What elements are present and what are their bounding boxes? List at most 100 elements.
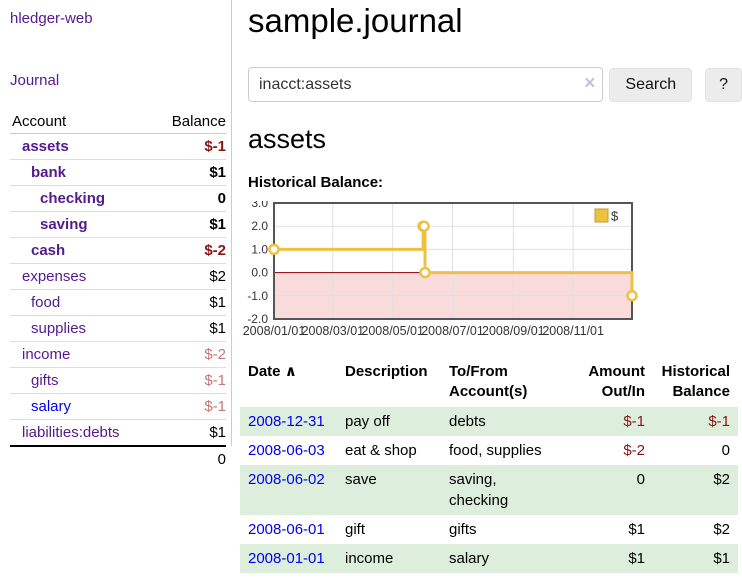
account-balance: $-2 xyxy=(154,341,226,368)
account-link-saving[interactable]: saving xyxy=(40,216,88,233)
account-row: income $-2 xyxy=(10,341,226,368)
help-button[interactable]: ? xyxy=(705,67,742,102)
account-link-gifts[interactable]: gifts xyxy=(31,372,59,389)
register-date-cell: 2008-12-31 xyxy=(240,407,337,436)
clear-search-icon[interactable]: × xyxy=(584,73,596,94)
transaction-date-link[interactable]: 2008-12-31 xyxy=(248,412,325,430)
col-amount: Amount Out/In xyxy=(588,363,645,401)
plot-border xyxy=(273,202,633,320)
account-balance: $2 xyxy=(154,263,226,290)
register-header-row: Date ∧ Description To/From Account(s) Am… xyxy=(240,358,738,407)
y-tick-label: -1.0 xyxy=(247,289,268,303)
accounts-col-account: Account xyxy=(10,110,155,134)
account-name-cell: cash xyxy=(10,237,155,264)
accounts-total-row: 0 xyxy=(10,445,226,472)
register-balance-cell: $1 xyxy=(713,549,730,567)
account-name-cell: saving xyxy=(10,211,155,238)
sidebar-item-journal[interactable]: Journal xyxy=(10,72,60,89)
register-description-cell: save xyxy=(345,470,377,488)
register-accounts-cell: debts xyxy=(449,412,486,430)
register-table: Date ∧ Description To/From Account(s) Am… xyxy=(240,358,738,573)
y-tick-label: -2.0 xyxy=(247,312,268,326)
register-amount-cell: $-2 xyxy=(623,441,645,459)
account-link-expenses[interactable]: expenses xyxy=(22,268,87,285)
accounts-total-spacer xyxy=(10,445,155,472)
col-accounts: To/From Account(s) xyxy=(449,363,528,401)
col-date[interactable]: Date ∧ xyxy=(248,363,297,380)
account-balance: $1 xyxy=(154,419,226,447)
register-description-cell: income xyxy=(345,549,394,567)
historical-balance-chart[interactable]: 3.0 2.0 1.0 0.0 -1.0 -2.0 2008/01/01 2008/03/01… xyxy=(240,201,742,341)
col-balance: Historical Balance xyxy=(661,363,730,401)
accounts-table-body: assets $-1 bank $1 checking 0 saving $1 cash $-2 e… xyxy=(10,133,226,447)
account-row: expenses $2 xyxy=(10,263,226,290)
account-balance: $1 xyxy=(154,211,226,238)
account-name-cell: salary xyxy=(10,393,155,420)
account-balance: $1 xyxy=(154,315,226,342)
account-name-cell: gifts xyxy=(10,367,155,394)
account-link-cash[interactable]: cash xyxy=(31,242,66,259)
transaction-date-link[interactable]: 2008-06-01 xyxy=(248,520,325,538)
account-row: bank $1 xyxy=(10,159,226,186)
sort-asc-icon: ∧ xyxy=(284,363,297,380)
account-link-food[interactable]: food xyxy=(31,294,61,311)
register-date-cell: 2008-06-01 xyxy=(240,515,337,544)
search-input-wrap: × xyxy=(248,67,604,102)
register-amount-cell: $1 xyxy=(628,520,645,538)
account-balance: $-1 xyxy=(154,133,226,160)
brand-link[interactable]: hledger-web xyxy=(10,10,93,27)
register-amount-cell: $-1 xyxy=(623,412,645,430)
data-point-marker xyxy=(268,243,280,256)
account-link-checking[interactable]: checking xyxy=(40,190,106,207)
register-date-cell: 2008-06-03 xyxy=(240,436,337,465)
account-link-salary[interactable]: salary xyxy=(31,398,72,415)
account-link-assets[interactable]: assets xyxy=(22,138,69,155)
account-row: gifts $-1 xyxy=(10,367,226,394)
account-name-cell: bank xyxy=(10,159,155,186)
register-description-cell: pay off xyxy=(345,412,390,430)
data-point-marker xyxy=(626,290,638,302)
account-name-cell: liabilities:debts xyxy=(10,419,155,447)
account-name-cell: income xyxy=(10,341,155,368)
account-name-cell: supplies xyxy=(10,315,155,342)
search-button[interactable]: Search xyxy=(609,67,693,102)
transaction-date-link[interactable]: 2008-06-03 xyxy=(248,441,325,459)
account-name-cell: expenses xyxy=(10,263,155,290)
y-tick-label: 3.0 xyxy=(251,201,268,210)
register-balance-cell: $2 xyxy=(713,520,730,538)
account-balance: $1 xyxy=(154,289,226,316)
accounts-header-row: Account Balance xyxy=(10,110,226,134)
register-balance-cell: $2 xyxy=(713,470,730,488)
transaction-date-link[interactable]: 2008-01-01 xyxy=(248,549,325,567)
account-link-supplies[interactable]: supplies xyxy=(31,320,87,337)
register-accounts-cell: saving, checking xyxy=(449,470,509,509)
balance-chart-svg: 3.0 2.0 1.0 0.0 -1.0 -2.02008/01/012008/03/01… xyxy=(243,201,638,338)
chart-section-label: Historical Balance: xyxy=(248,174,384,191)
account-row: liabilities:debts $1 xyxy=(10,419,226,447)
data-point-marker xyxy=(419,266,431,279)
account-balance: $1 xyxy=(154,159,226,186)
col-description: Description xyxy=(345,363,428,380)
account-row: salary $-1 xyxy=(10,393,226,420)
account-link-income[interactable]: income xyxy=(22,346,71,363)
register-accounts-cell: gifts xyxy=(449,520,477,538)
register-description-cell: eat & shop xyxy=(345,441,417,459)
register-row: 2008-01-01 income salary $1 $1 xyxy=(240,543,738,573)
x-tick-label: 2008/05/01 xyxy=(361,324,424,338)
accounts-col-balance: Balance xyxy=(154,110,226,134)
y-tick-label: 2.0 xyxy=(251,219,268,233)
account-link-liabilities-debts[interactable]: liabilities:debts xyxy=(22,424,120,441)
register-balance-cell: $-1 xyxy=(708,412,730,430)
account-row: saving $1 xyxy=(10,211,226,238)
search-input[interactable] xyxy=(248,67,604,102)
account-link-bank[interactable]: bank xyxy=(31,164,67,181)
account-row: checking 0 xyxy=(10,185,226,212)
sidebar: hledger-web Journal Account Balance asse… xyxy=(0,0,232,472)
account-name-cell: checking xyxy=(10,185,155,212)
x-tick-label: 2008/01/01 xyxy=(243,324,306,338)
transaction-date-link[interactable]: 2008-06-02 xyxy=(248,470,325,488)
account-balance: $-1 xyxy=(154,367,226,394)
x-tick-label: 2008/11/01 xyxy=(542,324,604,338)
register-row: 2008-12-31 pay off debts $-1 $-1 xyxy=(240,406,738,436)
